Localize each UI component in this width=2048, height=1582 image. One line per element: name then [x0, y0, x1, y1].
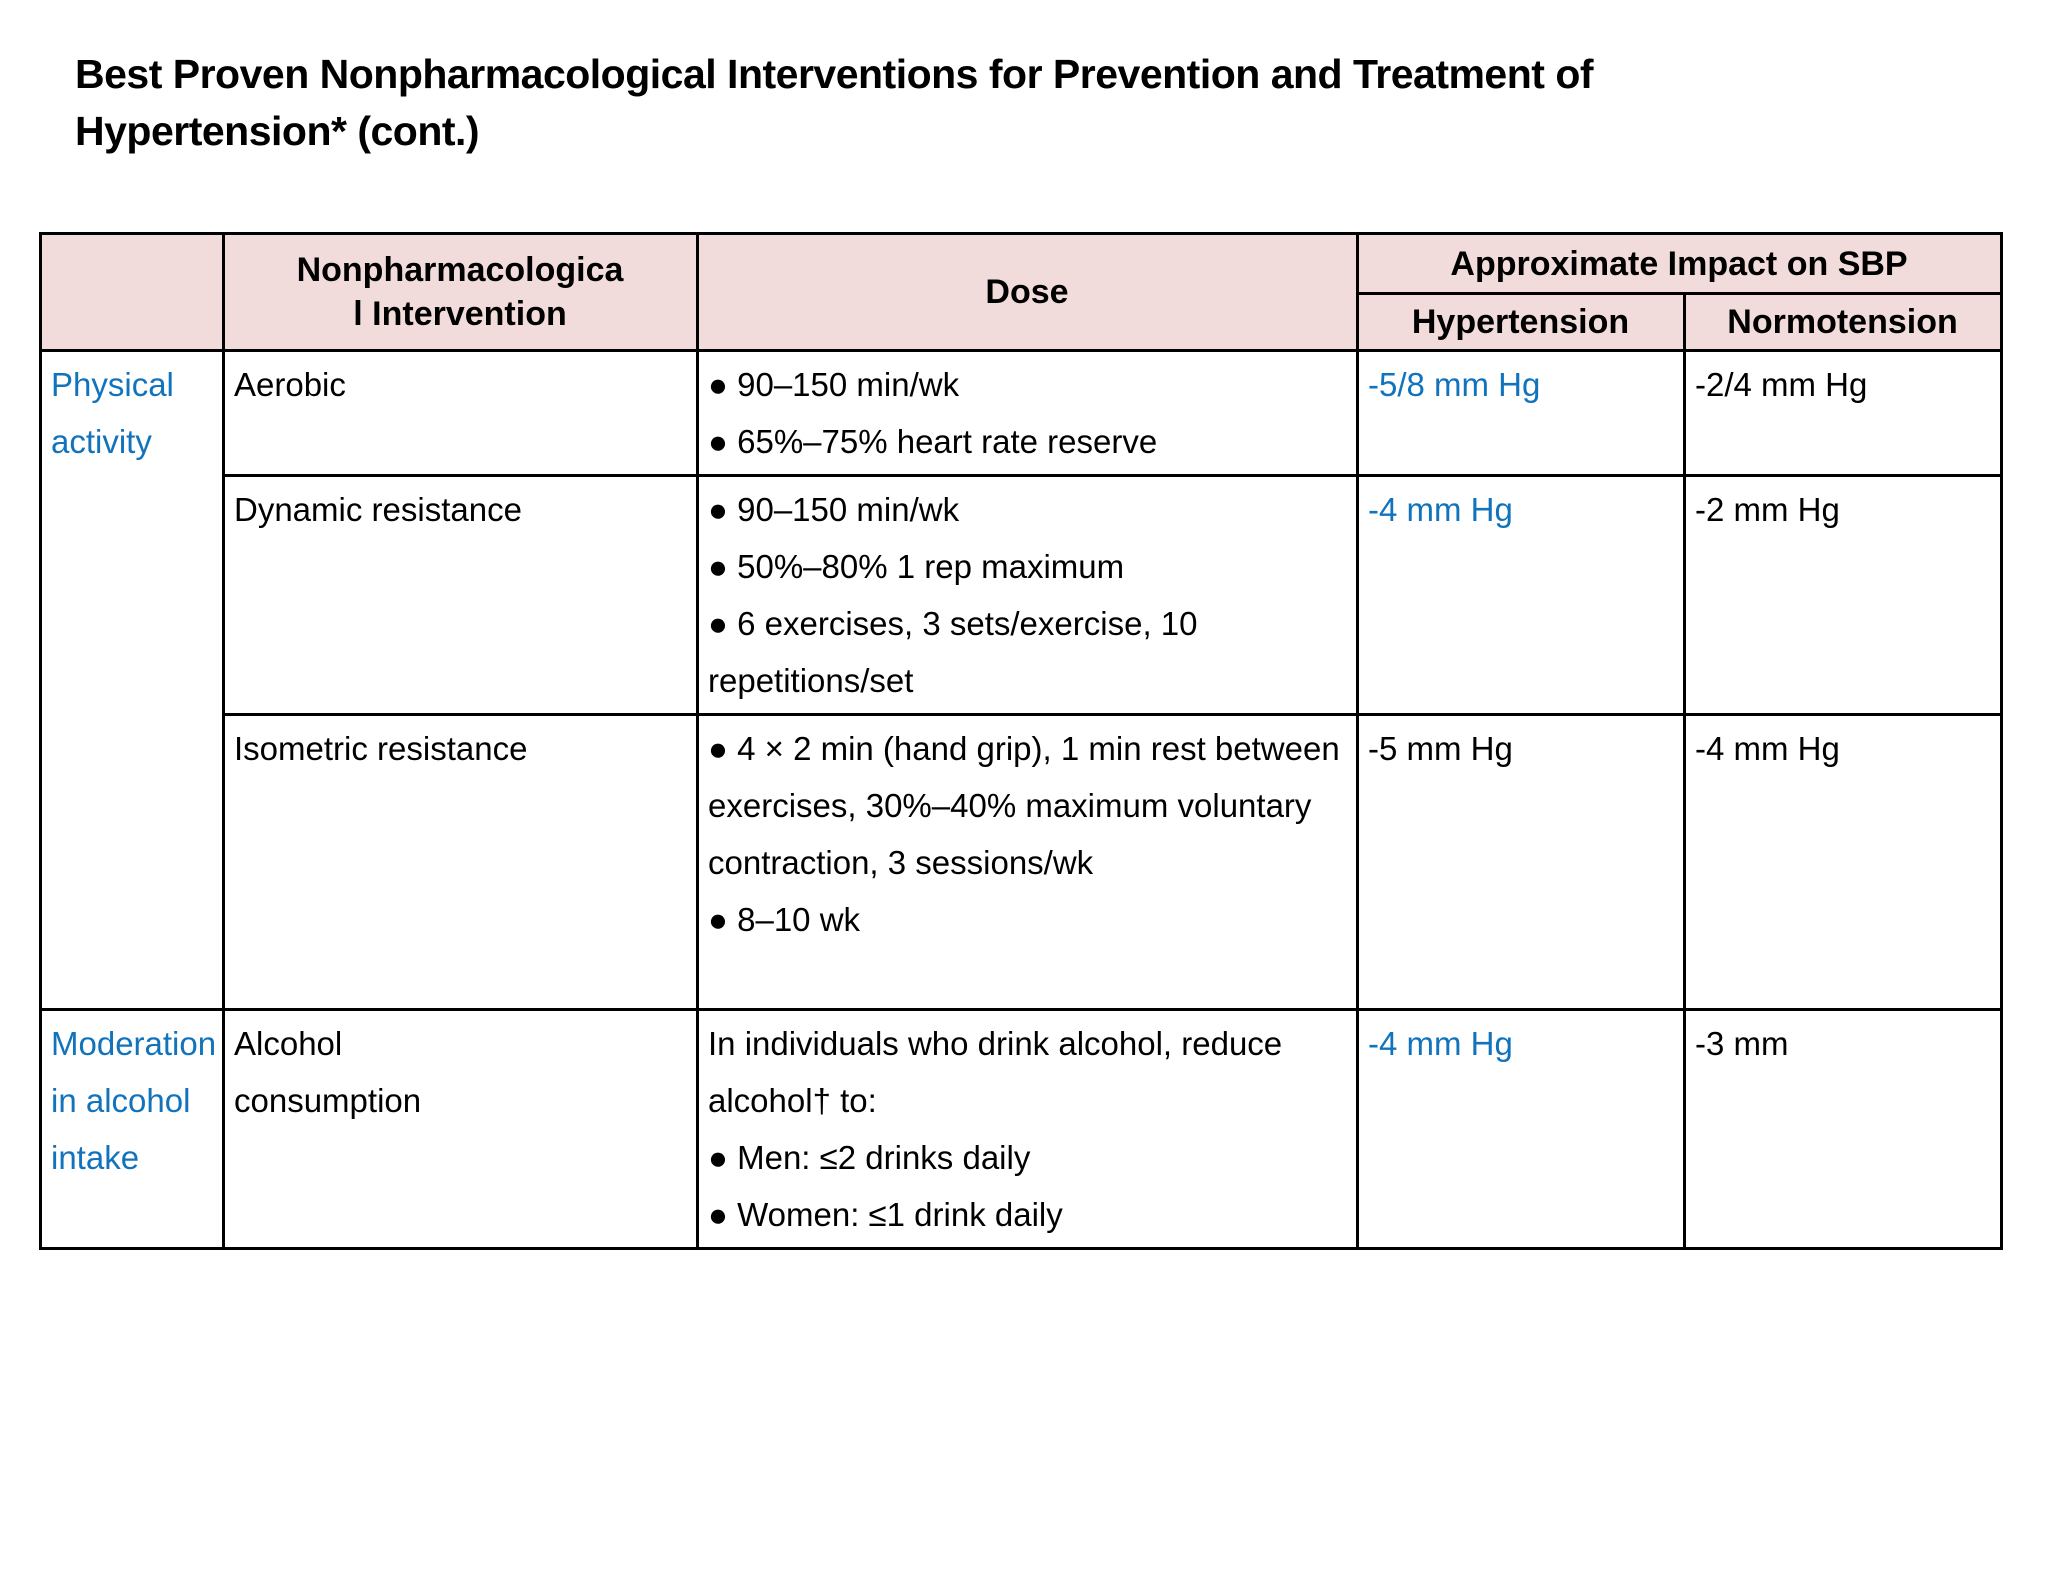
header-cell-normotension: Normotension — [1682, 292, 2004, 352]
intervention-cell: Aerobic — [222, 349, 699, 477]
header-row-2: Hypertension Normotension — [41, 292, 2004, 352]
dose-bullet: 8–10 wk — [708, 891, 1346, 948]
header-cell-category — [39, 232, 225, 352]
dose-cell: 90–150 min/wk 50%–80% 1 rep maximum 6 ex… — [696, 474, 1359, 716]
normotension-value: -4 mm Hg — [1682, 713, 2004, 1011]
normotension-value: -3 mm — [1682, 1008, 2004, 1250]
table-row-alcohol-consumption: Moderation in alcohol intake Alcohol con… — [39, 1008, 2004, 1250]
category-cell-physical-activity: Physical activity — [39, 349, 225, 1011]
hypertension-value: -4 mm Hg — [1356, 474, 1686, 716]
header-row-1: Nonpharmacologica l Intervention Dose Ap… — [39, 232, 2004, 352]
intervention-cell: Alcohol consumption — [222, 1008, 699, 1250]
normotension-value: -2/4 mm Hg — [1682, 349, 2004, 477]
hypertension-value: -5 mm Hg — [1356, 713, 1686, 1011]
dose-bullet: 90–150 min/wk — [708, 481, 1346, 538]
header-cell-hypertension: Hypertension — [1356, 292, 1686, 352]
table-row-aerobic: Physical activity Aerobic 90–150 min/wk … — [39, 349, 2004, 1011]
dose-intro: In individuals who drink alcohol, reduce… — [708, 1025, 1283, 1119]
dose-bullet: 6 exercises, 3 sets/exercise, 10 repetit… — [708, 595, 1346, 709]
dose-bullet: 65%–75% heart rate reserve — [708, 413, 1346, 470]
intervention-text: Alcohol consumption — [234, 1025, 422, 1119]
dose-cell: In individuals who drink alcohol, reduce… — [696, 1008, 1359, 1250]
category-cell-moderation-alcohol: Moderation in alcohol intake — [39, 1008, 225, 1250]
dose-cell: 4 × 2 min (hand grip), 1 min rest betwee… — [696, 713, 1359, 1011]
intervention-cell: Dynamic resistance — [222, 474, 699, 716]
dose-cell: 90–150 min/wk 65%–75% heart rate reserve — [696, 349, 1359, 477]
header-cell-sbp-group: Approximate Impact on SBP — [1355, 232, 2004, 295]
dose-bullet: Women: ≤1 drink daily — [708, 1186, 1346, 1243]
hypertension-value: -4 mm Hg — [1356, 1008, 1686, 1250]
dose-bullet: 50%–80% 1 rep maximum — [708, 538, 1346, 595]
header-cell-dose: Dose — [696, 232, 1359, 352]
table-row-dynamic-resistance: Dynamic resistance 90–150 min/wk 50%–80%… — [41, 474, 2004, 716]
header-intervention-line2: l Intervention — [353, 295, 567, 333]
page-title: Best Proven Nonpharmacological Intervent… — [75, 51, 1594, 154]
hypertension-value: -5/8 mm Hg — [1356, 349, 1686, 477]
dose-bullet: 90–150 min/wk — [708, 356, 1346, 413]
dose-bullet: 4 × 2 min (hand grip), 1 min rest betwee… — [708, 720, 1346, 891]
header-intervention-line1: Nonpharmacologica — [296, 251, 624, 289]
intervention-cell: Isometric resistance — [222, 713, 699, 1011]
interventions-table: Nonpharmacologica l Intervention Dose Ap… — [39, 232, 2004, 1250]
dose-bullet: Men: ≤2 drinks daily — [708, 1129, 1346, 1186]
header-cell-intervention: Nonpharmacologica l Intervention — [222, 232, 699, 352]
table-row-isometric-resistance: Isometric resistance 4 × 2 min (hand gri… — [41, 713, 2004, 1011]
normotension-value: -2 mm Hg — [1682, 474, 2004, 716]
